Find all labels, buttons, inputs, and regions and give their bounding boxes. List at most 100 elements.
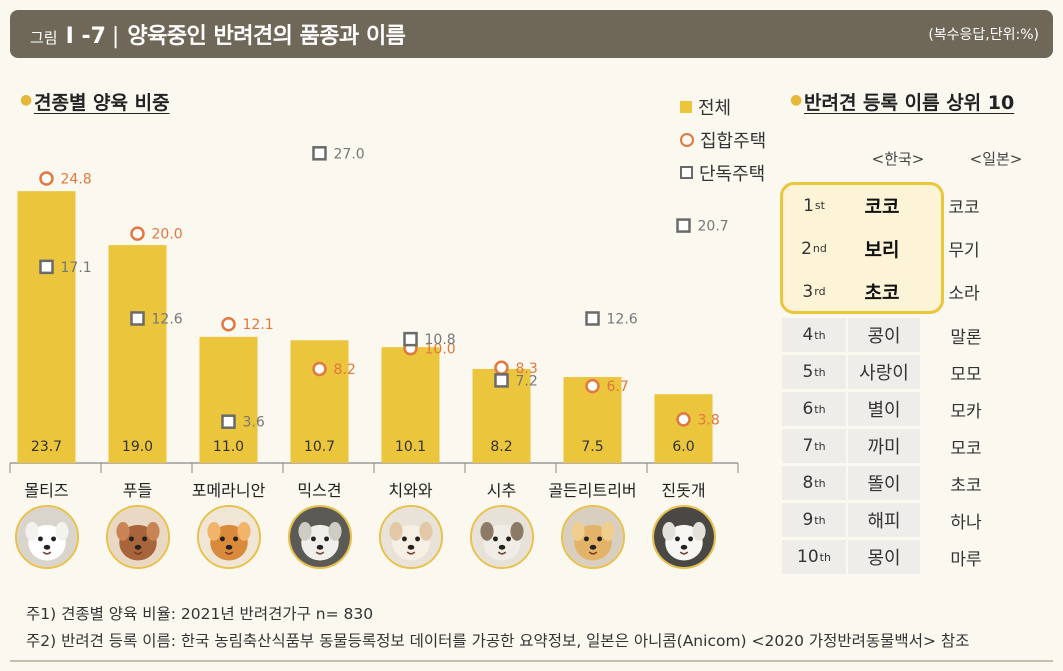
korea-name-cell: 콩이	[848, 318, 920, 352]
category-label: 시추	[487, 481, 516, 500]
detached-point	[494, 373, 509, 388]
rank-number: 3	[802, 281, 814, 302]
bar-value-label: 6.0	[672, 439, 694, 455]
detached-value-label: 12.6	[607, 311, 638, 327]
top3-highlight-box	[780, 182, 944, 314]
korea-name-cell: 보리	[864, 239, 900, 261]
rank-number: 6	[802, 399, 814, 419]
japan-name-cell: 모모	[950, 364, 982, 385]
apartment-point	[494, 360, 509, 376]
apartment-point	[312, 361, 327, 377]
apartment-value-label: 8.3	[516, 361, 538, 377]
apartment-point	[130, 226, 145, 241]
table-header-korea: <한국>	[871, 150, 925, 168]
category-label: 진돗개	[661, 481, 705, 500]
breed-section-title: 견종별 양육 비중	[34, 92, 170, 114]
rank-number: 8	[802, 473, 814, 493]
footnote-1: 주1) 견종별 양육 비율: 2021년 반려견가구 n= 830	[26, 605, 374, 623]
rank-suffix: th	[814, 328, 826, 342]
shih-tzu-photo-icon	[469, 505, 534, 569]
maltese-photo-icon	[14, 505, 79, 569]
category-label: 믹스견	[297, 481, 341, 500]
apartment-value-label: 10.0	[425, 341, 456, 357]
rank-number: 2	[801, 238, 812, 259]
apartment-point	[676, 412, 691, 427]
figure-number: I -7	[65, 24, 106, 49]
jindo-photo-icon	[651, 505, 716, 569]
apartment-value-label: 6.7	[607, 379, 629, 395]
footnote-2: 주2) 반려견 등록 이름: 한국 농림축산식품부 동물등록정보 데이터를 가공…	[26, 632, 970, 650]
bullet-dot-icon: ●	[20, 92, 33, 108]
korea-name-cell: 초코	[864, 282, 900, 304]
rank-suffix: th	[814, 439, 826, 453]
detached-point	[221, 414, 236, 429]
japan-name-cell: 코코	[948, 198, 980, 218]
apartment-point	[39, 171, 54, 186]
korea-name-cell: 까미	[848, 429, 920, 463]
japan-name-cell: 무기	[948, 241, 980, 261]
golden-retriever-photo-icon	[560, 505, 625, 569]
footnotes: 주1) 견종별 양육 비율: 2021년 반려견가구 n= 830 주2) 반려…	[26, 601, 969, 655]
mixed-dog-photo-icon	[287, 505, 352, 569]
figure-title-group: 그림 I -7 | 양육중인 반려견의 품종과 이름	[30, 18, 406, 50]
category-label: 골든리트리버	[548, 481, 636, 500]
japan-name-cell: 모카	[950, 401, 982, 422]
table-header-japan: <일본>	[969, 150, 1023, 168]
korea-name-cell: 별이	[848, 392, 920, 426]
detached-value-label: 17.1	[61, 260, 92, 276]
bar-total	[199, 336, 258, 463]
legend-label-detached: 단독주택	[699, 163, 766, 185]
unit-note: (복수응답,단위:%)	[928, 27, 1039, 43]
rank-suffix: rd	[814, 285, 826, 298]
japan-name-cell: 소라	[948, 284, 980, 304]
japan-name-cell: 말론	[950, 327, 982, 348]
detached-point	[585, 311, 600, 326]
detached-point	[403, 331, 418, 347]
apartment-value-label: 20.0	[152, 227, 183, 243]
apartment-point	[221, 316, 236, 332]
japan-name-cell: 하나	[950, 512, 982, 533]
rank-suffix: th	[814, 513, 826, 527]
korea-name-cell: 몽이	[848, 540, 920, 574]
korea-name-cell: 사랑이	[848, 355, 920, 389]
apartment-value-label: 3.8	[698, 412, 720, 428]
apartment-point	[585, 378, 600, 394]
category-label: 포메라니안	[192, 481, 266, 500]
rank-number: 10	[797, 547, 819, 567]
detached-point	[312, 146, 327, 161]
legend-square-icon	[680, 166, 693, 179]
bar-total	[17, 191, 76, 463]
bar-value-label: 23.7	[31, 439, 62, 455]
bar-total	[381, 347, 440, 463]
detached-value-label: 20.7	[698, 219, 729, 235]
figure-label: 그림	[30, 29, 58, 47]
legend-item-total: 전체	[680, 90, 766, 123]
legend-item-detached: 단독주택	[680, 156, 766, 189]
rank-suffix: nd	[812, 242, 827, 255]
legend-label-total: 전체	[698, 97, 732, 119]
detached-value-label: 27.0	[334, 146, 365, 162]
korea-name-cell: 코코	[864, 196, 900, 218]
bar-value-label: 11.0	[213, 439, 244, 455]
legend-label-apartment: 집합주택	[700, 130, 767, 152]
bar-total	[108, 245, 167, 463]
figure-title: 양육중인 반려견의 품종과 이름	[127, 24, 406, 49]
category-label: 치와와	[388, 481, 432, 500]
legend-circle-icon	[680, 132, 694, 147]
rank-suffix: th	[814, 402, 826, 416]
bar-value-label: 10.1	[395, 439, 426, 455]
apartment-value-label: 8.2	[334, 362, 356, 378]
